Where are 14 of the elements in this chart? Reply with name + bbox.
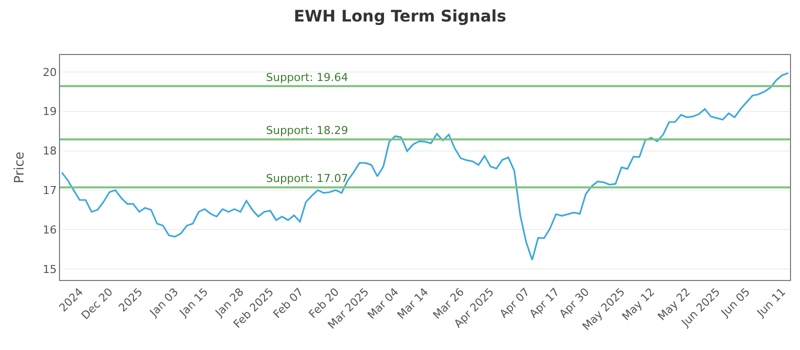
y-tick-label: 18 xyxy=(42,144,57,158)
y-tick-label: 17 xyxy=(42,184,57,198)
y-tick-label: 16 xyxy=(42,223,57,236)
ref-line-label: Support: 17.07 xyxy=(266,172,348,185)
line-series xyxy=(60,72,790,261)
y-tick-label: 19 xyxy=(42,105,57,118)
ref-line-label: Support: 19.64 xyxy=(266,71,348,84)
x-tick-label: Jun 11 xyxy=(754,286,788,320)
y-tick-label: 15 xyxy=(42,262,57,276)
ref-line-label: Support: 18.29 xyxy=(266,124,348,137)
x-tick-label: Jun 05 xyxy=(718,286,753,320)
y-axis-title: Price xyxy=(12,152,28,184)
chart-title: EWH Long Term Signals xyxy=(294,6,506,26)
y-tick-label: 20 xyxy=(42,66,57,79)
